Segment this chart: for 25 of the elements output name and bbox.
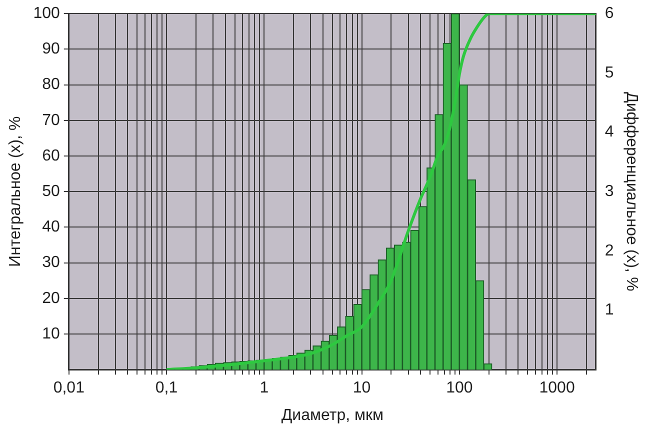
y-tick-label: 100 bbox=[33, 5, 60, 22]
x-tick-label: 10 bbox=[352, 380, 371, 397]
y-tick-label: 30 bbox=[42, 254, 60, 272]
y2-tick-label: 1 bbox=[604, 302, 614, 319]
y2-axis-title: Дифференциальное (x), % bbox=[622, 92, 640, 292]
y-tick-label: 10 bbox=[42, 325, 60, 342]
y-tick-label: 20 bbox=[42, 290, 60, 307]
x-tick-label: 1 bbox=[260, 380, 269, 397]
y-axis-title: Интегральное (x), % bbox=[7, 116, 24, 267]
y-tick-label: 40 bbox=[42, 218, 60, 236]
y2-tick-label: 6 bbox=[604, 5, 614, 22]
y-tick-label: 60 bbox=[42, 147, 60, 164]
y-tick-label: 80 bbox=[42, 76, 60, 94]
x-axis-title: Диаметр, мкм bbox=[281, 406, 384, 424]
y-tick-label: 70 bbox=[42, 112, 60, 129]
y2-tick-label: 5 bbox=[604, 64, 614, 82]
x-tick-label: 0,1 bbox=[155, 380, 178, 397]
y-tick-label: 50 bbox=[42, 183, 60, 200]
x-tick-label: 1000 bbox=[539, 380, 575, 397]
x-tick-label: 0,01 bbox=[53, 380, 85, 397]
y-tick-label: 90 bbox=[42, 40, 60, 58]
y2-tick-label: 4 bbox=[604, 124, 614, 141]
x-tick-label: 100 bbox=[446, 380, 473, 397]
y2-tick-label: 2 bbox=[604, 242, 614, 260]
y2-tick-label: 3 bbox=[604, 183, 614, 200]
